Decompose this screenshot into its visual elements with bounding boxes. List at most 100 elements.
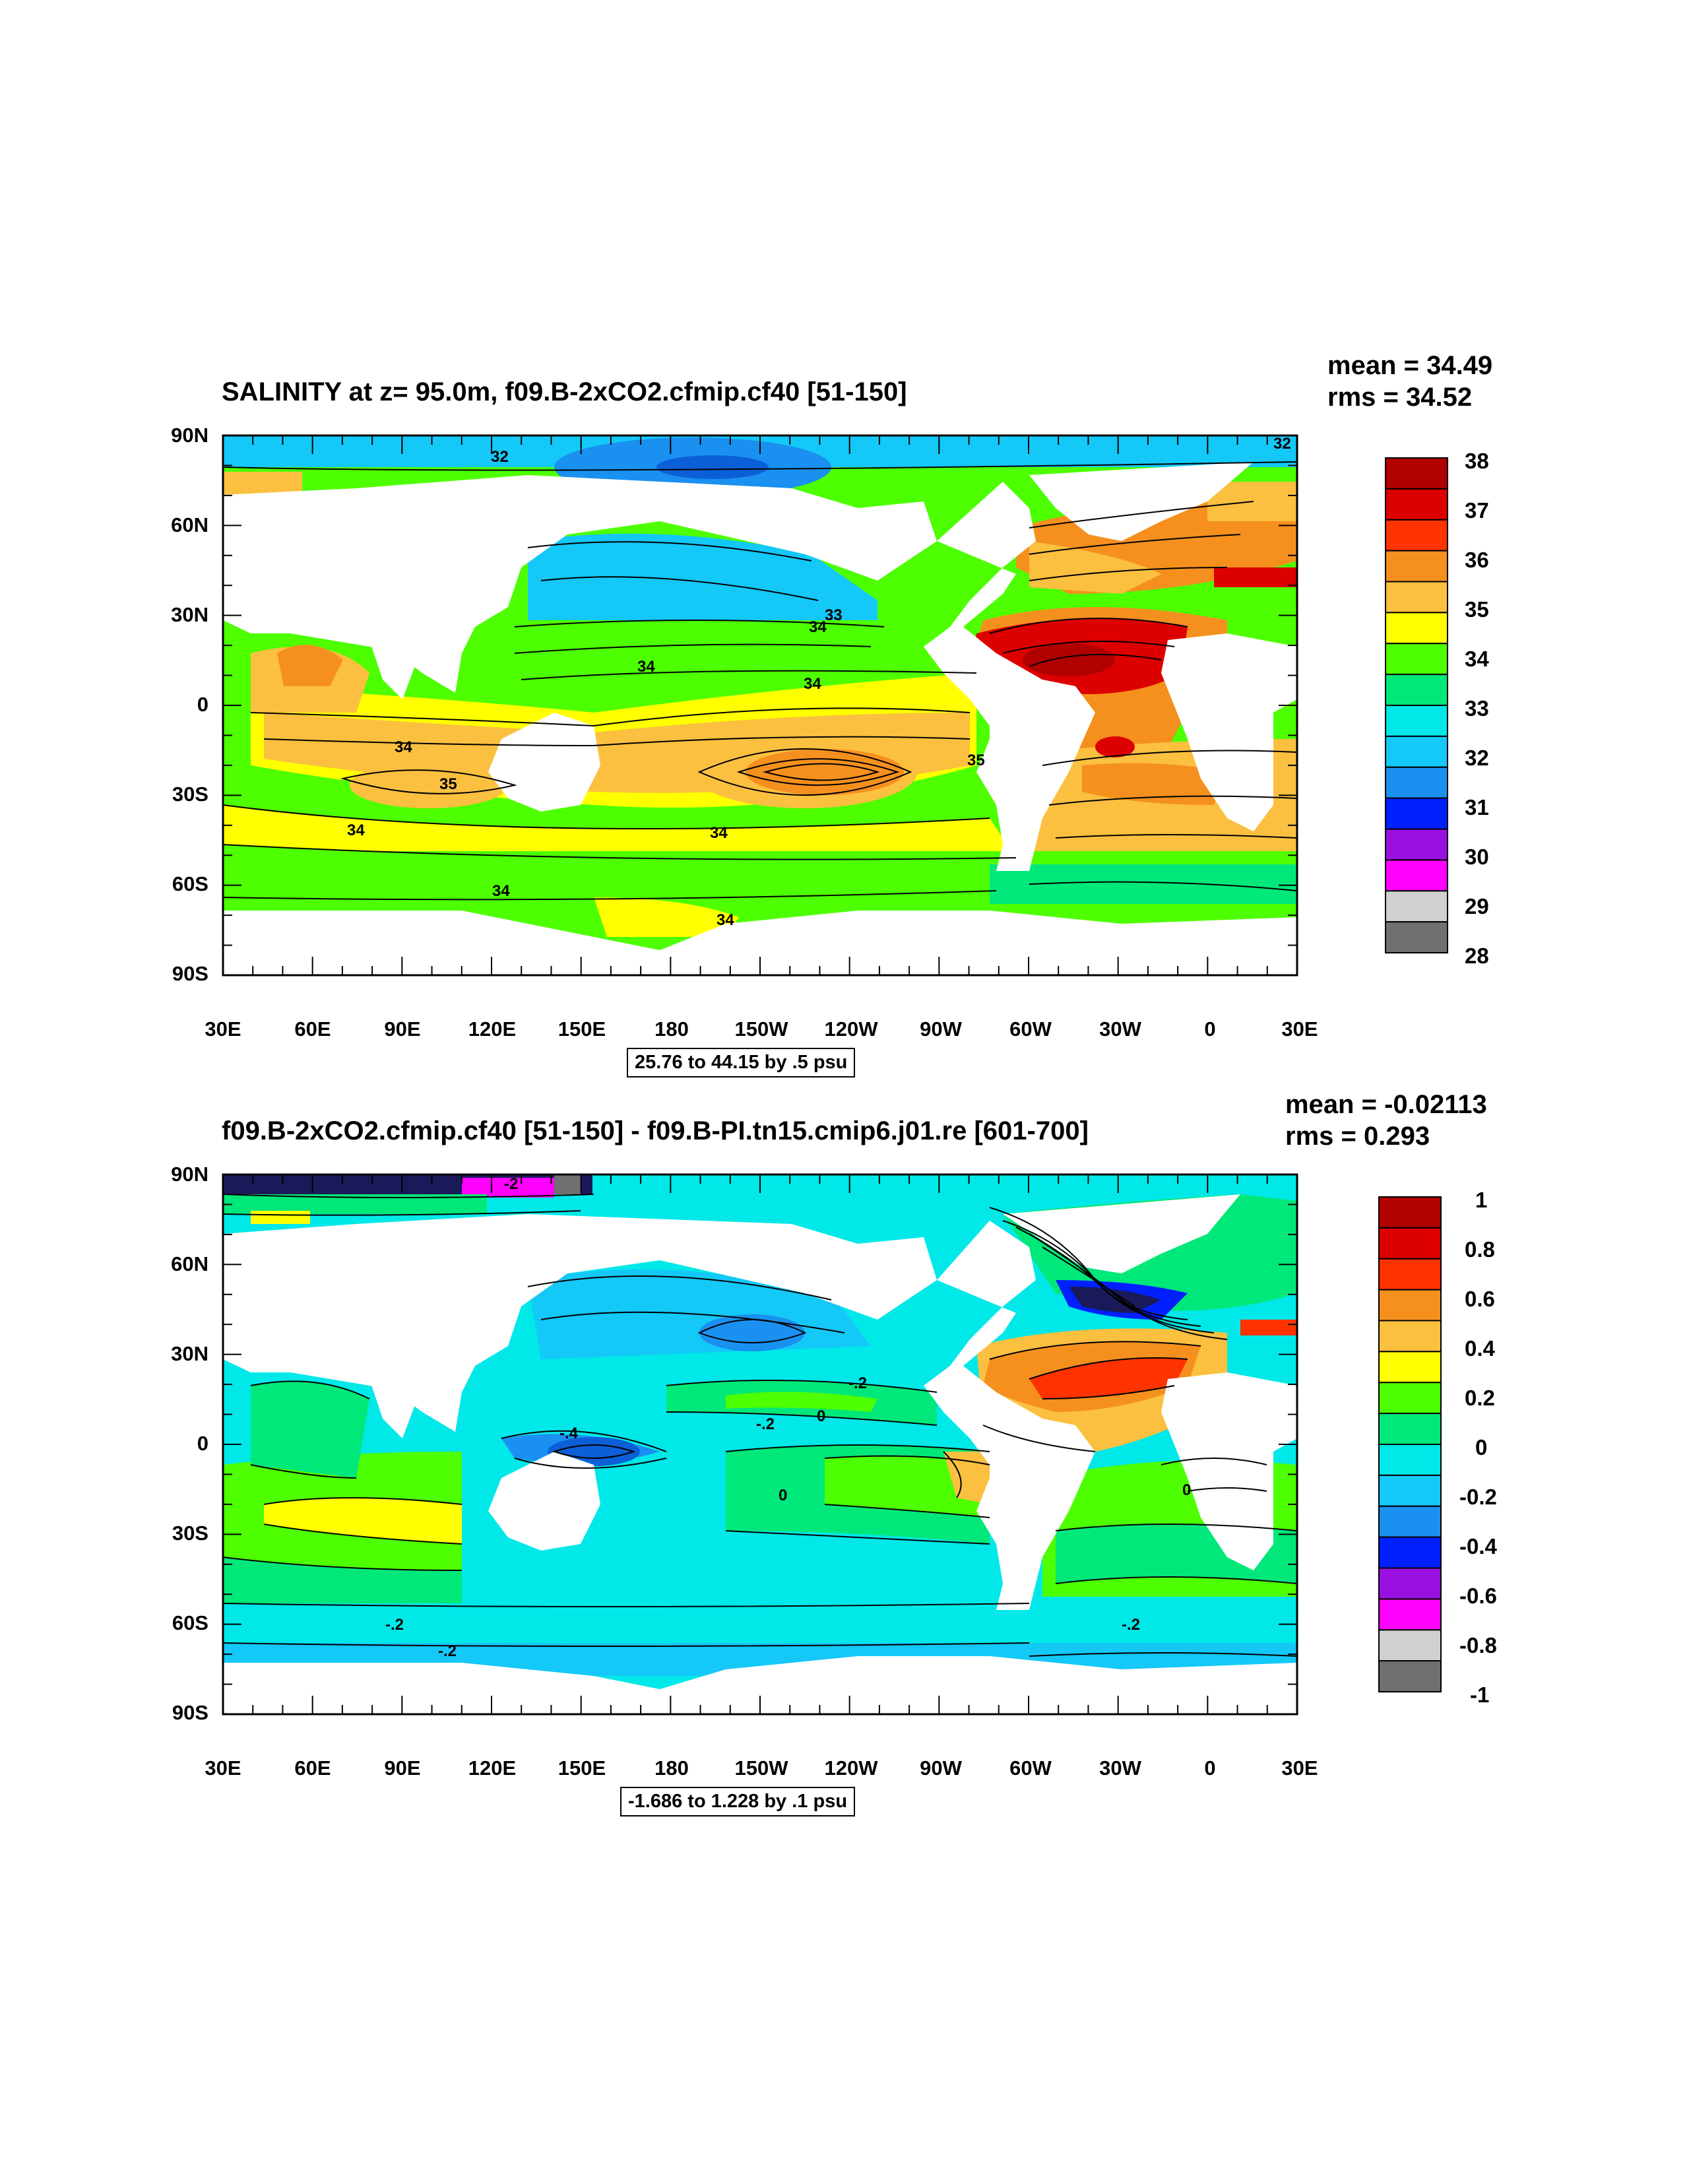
- contour-label: 0: [817, 1407, 825, 1425]
- contour-label: -.2: [1122, 1616, 1140, 1634]
- lon-label: 120E: [468, 1017, 517, 1041]
- lon-label: 150W: [734, 1756, 788, 1780]
- lat-label: 0: [197, 693, 208, 716]
- lat-label: 60N: [171, 1252, 208, 1275]
- colorbar-swatch: [1378, 1382, 1442, 1415]
- colorbar-label: -0.8: [1459, 1633, 1497, 1657]
- salinity-map-panel: SALINITY at z= 95.0m, f09.B-2xCO2.cfmip.…: [0, 343, 1689, 1082]
- salinity-difference-panel: f09.B-2xCO2.cfmip.cf40 [51-150] - f09.B-…: [0, 1082, 1689, 1821]
- rms-value: rms = 0.293: [1285, 1122, 1430, 1151]
- colorbar-swatch: [1385, 643, 1448, 676]
- lon-label: 90W: [920, 1017, 962, 1041]
- colorbar-swatch: [1378, 1505, 1442, 1538]
- salinity-map: 32 32 33 34 34 34 34 35 34 35 34 34 34: [222, 434, 1298, 977]
- lon-label: 180: [654, 1756, 689, 1780]
- lon-label: 120W: [824, 1756, 878, 1780]
- lon-label: 30W: [1099, 1017, 1141, 1041]
- lon-label: 60W: [1009, 1017, 1052, 1041]
- colorbar-swatch: [1385, 457, 1448, 490]
- contour-label: 32: [1273, 435, 1291, 453]
- colorbar-label: 37: [1465, 498, 1489, 523]
- colorbar-swatch: [1378, 1444, 1442, 1476]
- contour-label: 35: [967, 752, 985, 769]
- lon-label: 0: [1204, 1756, 1216, 1780]
- colorbar-label: 32: [1465, 746, 1489, 770]
- lat-label: 90S: [172, 1701, 208, 1724]
- colorbar-label: 0: [1475, 1435, 1488, 1460]
- lat-label: 60S: [172, 1611, 208, 1634]
- colorbar-label: 30: [1465, 845, 1489, 869]
- colorbar-label: 0.2: [1465, 1386, 1495, 1410]
- colorbar-swatch: [1385, 705, 1448, 737]
- lat-label: 60S: [172, 872, 208, 895]
- lon-label: 150E: [558, 1017, 606, 1041]
- contour-label: 34: [492, 882, 510, 900]
- contour-label: 33: [825, 606, 843, 624]
- colorbar-swatch: [1385, 859, 1448, 892]
- contour-label: 34: [710, 824, 728, 842]
- contour-info-box: 25.76 to 44.15 by .5 psu: [627, 1048, 856, 1077]
- lat-label: 90N: [171, 424, 208, 447]
- lon-label: 60E: [294, 1756, 331, 1780]
- colorbar-label: 29: [1465, 894, 1489, 918]
- lon-label: 180: [654, 1017, 689, 1041]
- lon-label: 60W: [1009, 1756, 1052, 1780]
- lon-label: 30E: [1281, 1756, 1318, 1780]
- lon-label: 30E: [205, 1756, 241, 1780]
- colorbar-label: 31: [1465, 795, 1489, 819]
- contour-info-box: -1.686 to 1.228 by .1 psu: [620, 1787, 856, 1816]
- colorbar-swatch: [1378, 1660, 1442, 1692]
- lat-label: 90N: [171, 1163, 208, 1186]
- contour-label: 34: [804, 675, 821, 693]
- lon-label: 30E: [205, 1017, 241, 1041]
- colorbar-swatch: [1378, 1629, 1442, 1662]
- contour-label: -.4: [559, 1425, 579, 1442]
- colorbar-swatch: [1378, 1289, 1442, 1322]
- lat-label: 60N: [171, 513, 208, 536]
- lat-label: 30S: [172, 783, 208, 806]
- lon-label: 120E: [468, 1756, 517, 1780]
- contour-label: 34: [717, 911, 734, 929]
- colorbar-swatch: [1385, 797, 1448, 830]
- colorbar-label: 36: [1465, 548, 1489, 572]
- colorbar-swatch: [1378, 1196, 1442, 1229]
- mean-value: mean = -0.02113: [1285, 1090, 1487, 1119]
- colorbar-label: -1: [1470, 1683, 1490, 1707]
- contour-label: 0: [1182, 1481, 1191, 1499]
- colorbar-label: 28: [1465, 944, 1489, 968]
- panel-title: SALINITY at z= 95.0m, f09.B-2xCO2.cfmip.…: [222, 377, 907, 406]
- colorbar-swatch: [1378, 1474, 1442, 1507]
- colorbar-swatch: [1385, 828, 1448, 861]
- colorbar-label: 0.8: [1465, 1237, 1495, 1262]
- colorbar: [1378, 1196, 1442, 1692]
- colorbar-swatch: [1385, 612, 1448, 645]
- lon-label: 90W: [920, 1756, 962, 1780]
- contour-label: 35: [439, 775, 457, 793]
- colorbar-label: -0.6: [1459, 1584, 1497, 1608]
- lat-label: 0: [197, 1432, 208, 1455]
- contour-label: 34: [809, 618, 827, 636]
- colorbar-swatch: [1385, 735, 1448, 768]
- lat-label: 30N: [171, 1342, 208, 1365]
- contour-label: -2: [504, 1175, 518, 1193]
- colorbar-label: 35: [1465, 597, 1489, 622]
- contour-label: -.2: [848, 1374, 867, 1392]
- lon-label: 150E: [558, 1756, 606, 1780]
- salinity-difference-map: -2 -.2 -.2 0 -.4 0 0 -.2 -.2 -.2: [222, 1173, 1298, 1716]
- colorbar-swatch: [1385, 674, 1448, 706]
- colorbar-swatch: [1378, 1320, 1442, 1353]
- lat-label: 90S: [172, 962, 208, 985]
- colorbar-swatch: [1378, 1351, 1442, 1384]
- colorbar-swatch: [1385, 890, 1448, 923]
- rms-value: rms = 34.52: [1327, 383, 1473, 412]
- lon-label: 0: [1204, 1017, 1216, 1041]
- contour-label: 34: [347, 821, 365, 839]
- colorbar-swatch: [1385, 519, 1448, 552]
- colorbar-swatch: [1385, 550, 1448, 583]
- colorbar-swatch: [1385, 921, 1448, 953]
- colorbar-label: 34: [1465, 647, 1489, 671]
- lat-label: 30N: [171, 603, 208, 626]
- colorbar-swatch: [1385, 581, 1448, 614]
- panel-title: f09.B-2xCO2.cfmip.cf40 [51-150] - f09.B-…: [222, 1116, 1089, 1145]
- contour-label: 34: [637, 658, 655, 676]
